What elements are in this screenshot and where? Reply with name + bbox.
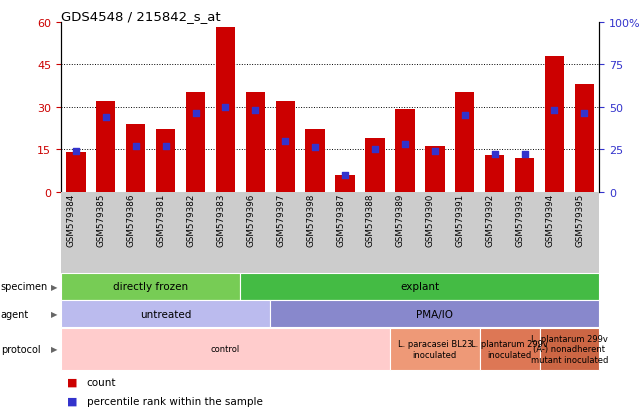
Bar: [455, 93, 474, 192]
Bar: [156, 130, 176, 192]
Text: percentile rank within the sample: percentile rank within the sample: [87, 396, 262, 406]
Text: ▶: ▶: [51, 282, 58, 291]
Text: specimen: specimen: [1, 282, 48, 292]
Text: ■: ■: [67, 377, 78, 387]
Point: [280, 138, 290, 145]
Text: GSM579381: GSM579381: [156, 193, 165, 247]
Bar: [545, 57, 564, 192]
Text: ▶: ▶: [51, 344, 58, 354]
Text: GSM579396: GSM579396: [246, 193, 255, 247]
Bar: [246, 93, 265, 192]
Point: [71, 148, 81, 155]
Text: GSM579382: GSM579382: [187, 193, 196, 247]
Bar: [96, 102, 115, 192]
Point: [310, 145, 320, 151]
Text: GSM579395: GSM579395: [576, 193, 585, 247]
Point: [370, 147, 380, 153]
Point: [190, 111, 201, 117]
Text: L. plantarum 299v
inoculated: L. plantarum 299v inoculated: [471, 339, 548, 358]
Text: ▶: ▶: [51, 310, 58, 318]
Point: [250, 107, 260, 114]
Text: GSM579397: GSM579397: [276, 193, 285, 247]
Point: [340, 172, 350, 178]
Text: directly frozen: directly frozen: [113, 282, 188, 292]
Bar: [306, 130, 325, 192]
Bar: [425, 147, 445, 192]
Text: ■: ■: [67, 396, 78, 406]
Text: L. paracasei BL23
inoculated: L. paracasei BL23 inoculated: [397, 339, 472, 358]
Bar: [215, 28, 235, 192]
Bar: [66, 152, 86, 192]
Text: explant: explant: [400, 282, 440, 292]
Text: GSM579390: GSM579390: [426, 193, 435, 247]
Bar: [276, 102, 295, 192]
Text: GSM579394: GSM579394: [545, 193, 554, 247]
Point: [579, 111, 590, 117]
Bar: [186, 93, 205, 192]
Text: GSM579385: GSM579385: [97, 193, 106, 247]
Point: [429, 148, 440, 155]
Text: GSM579387: GSM579387: [336, 193, 345, 247]
Text: PMA/IO: PMA/IO: [416, 309, 453, 319]
Text: L. plantarum 299v
(A-) nonadherent
mutant inoculated: L. plantarum 299v (A-) nonadherent mutan…: [531, 334, 608, 364]
Text: untreated: untreated: [140, 309, 191, 319]
Text: GSM579391: GSM579391: [456, 193, 465, 247]
Point: [490, 152, 500, 158]
Point: [460, 113, 470, 119]
Text: GSM579383: GSM579383: [217, 193, 226, 247]
Text: GSM579388: GSM579388: [366, 193, 375, 247]
Point: [519, 152, 529, 158]
Point: [101, 114, 111, 121]
Point: [400, 141, 410, 148]
Text: GDS4548 / 215842_s_at: GDS4548 / 215842_s_at: [61, 10, 221, 23]
Text: control: control: [211, 344, 240, 354]
Point: [549, 107, 560, 114]
Point: [160, 143, 171, 150]
Text: GSM579386: GSM579386: [127, 193, 136, 247]
Text: GSM579384: GSM579384: [67, 193, 76, 247]
Text: protocol: protocol: [1, 344, 40, 354]
Text: agent: agent: [1, 309, 29, 319]
Point: [131, 143, 141, 150]
Bar: [575, 85, 594, 192]
Point: [221, 104, 231, 111]
Bar: [515, 158, 535, 192]
Bar: [395, 110, 415, 192]
Bar: [335, 175, 355, 192]
Text: count: count: [87, 377, 116, 387]
Text: GSM579398: GSM579398: [306, 193, 315, 247]
Bar: [126, 124, 146, 192]
Bar: [485, 155, 504, 192]
Bar: [365, 138, 385, 192]
Text: GSM579389: GSM579389: [396, 193, 405, 247]
Text: GSM579392: GSM579392: [486, 193, 495, 247]
Text: GSM579393: GSM579393: [515, 193, 524, 247]
